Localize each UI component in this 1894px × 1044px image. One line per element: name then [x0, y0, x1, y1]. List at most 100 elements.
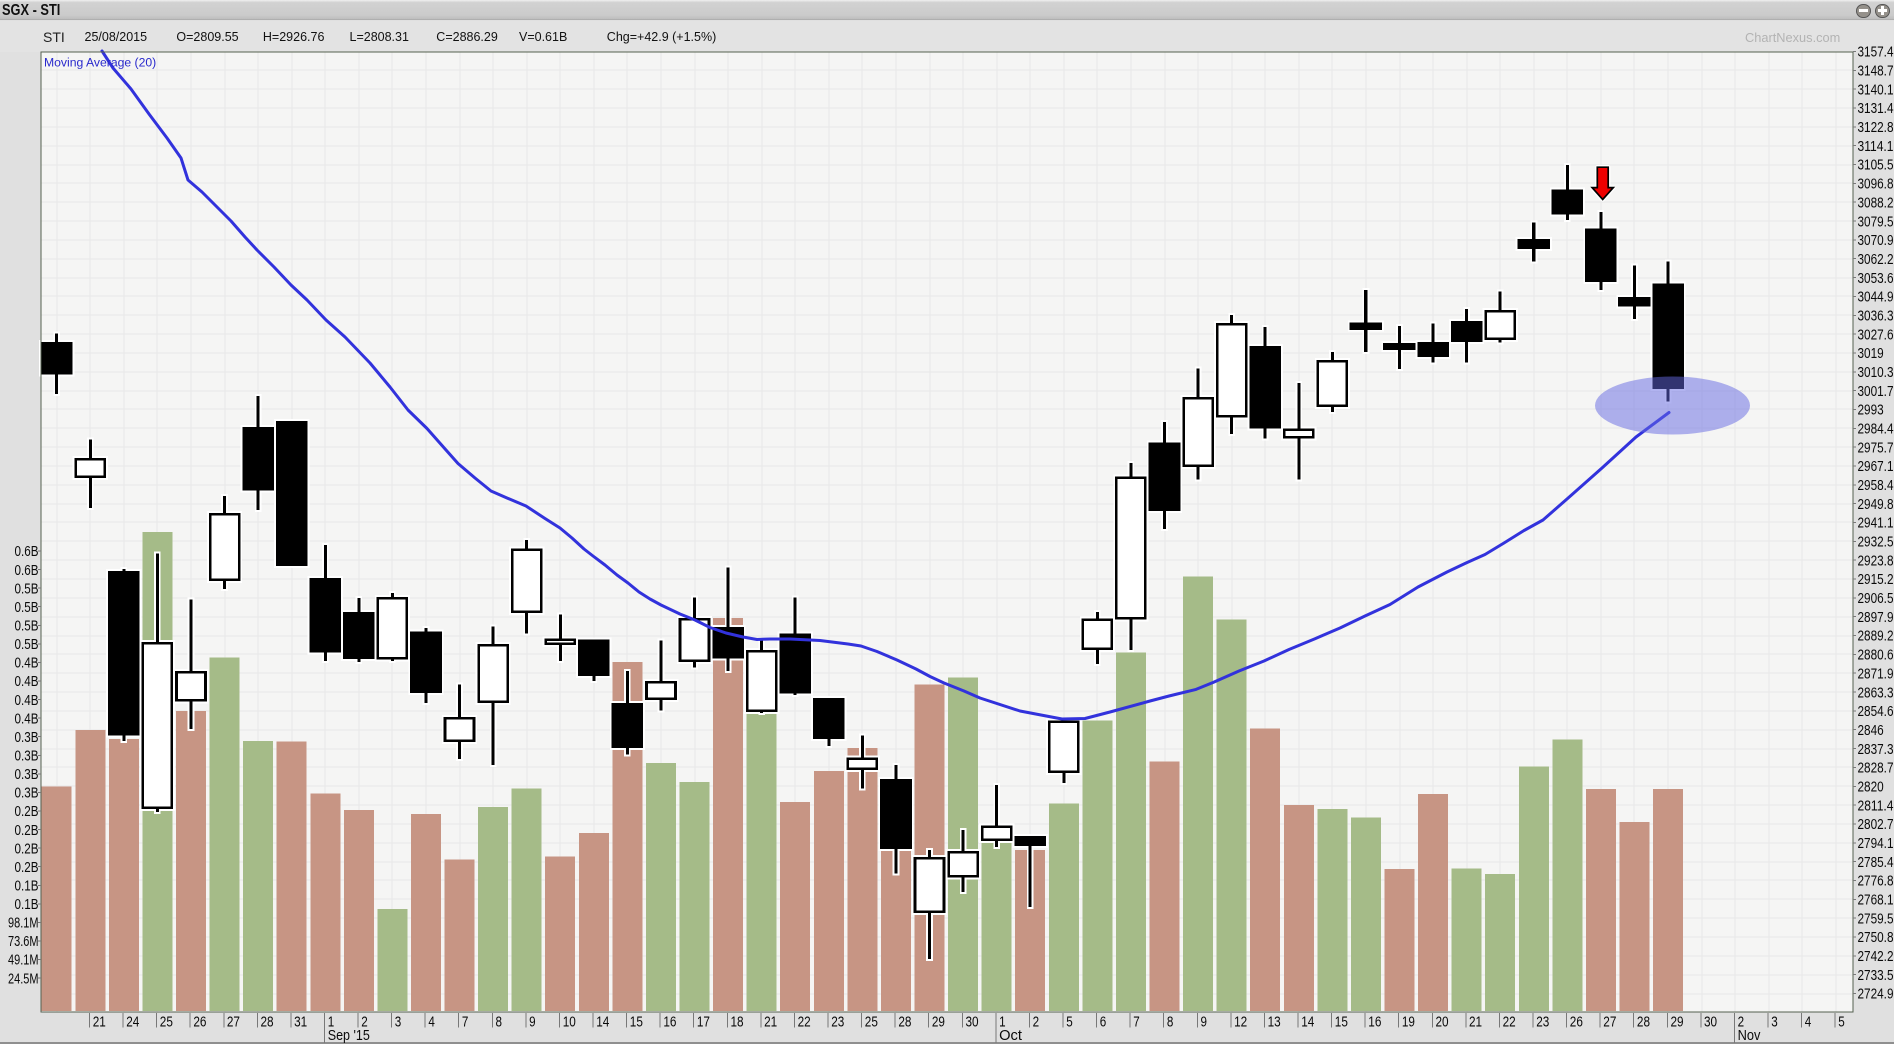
svg-text:2750.8: 2750.8: [1858, 930, 1894, 946]
svg-text:18: 18: [731, 1015, 744, 1031]
svg-text:0.2B: 0.2B: [15, 841, 39, 857]
svg-text:2776.8: 2776.8: [1858, 874, 1894, 890]
svg-text:2: 2: [361, 1015, 368, 1031]
svg-text:2846: 2846: [1858, 723, 1884, 739]
svg-text:0.1B: 0.1B: [15, 879, 39, 895]
svg-text:73.6M: 73.6M: [8, 934, 39, 950]
svg-text:5: 5: [1838, 1015, 1845, 1031]
svg-text:2794.1: 2794.1: [1858, 836, 1894, 852]
svg-text:7: 7: [462, 1015, 469, 1031]
svg-text:2915.2: 2915.2: [1858, 572, 1894, 588]
svg-text:3027.6: 3027.6: [1858, 327, 1894, 343]
svg-text:2854.6: 2854.6: [1858, 704, 1894, 720]
svg-text:3: 3: [1771, 1015, 1778, 1031]
svg-text:ChartNexus.com: ChartNexus.com: [1745, 30, 1840, 45]
svg-text:25: 25: [865, 1015, 878, 1031]
svg-text:27: 27: [1603, 1015, 1616, 1031]
svg-text:8: 8: [496, 1015, 503, 1031]
svg-text:28: 28: [1637, 1015, 1650, 1031]
svg-text:3122.8: 3122.8: [1858, 120, 1894, 136]
svg-text:2: 2: [1738, 1015, 1745, 1031]
svg-text:0.1B: 0.1B: [15, 897, 39, 913]
svg-text:2820: 2820: [1858, 780, 1884, 796]
svg-text:2768.1: 2768.1: [1858, 893, 1894, 909]
svg-text:3053.6: 3053.6: [1858, 271, 1894, 287]
svg-text:5: 5: [1066, 1015, 1073, 1031]
svg-text:26: 26: [1570, 1015, 1583, 1031]
svg-text:3036.3: 3036.3: [1858, 309, 1894, 325]
svg-text:2993: 2993: [1858, 403, 1884, 419]
svg-text:26: 26: [193, 1015, 206, 1031]
svg-text:31: 31: [294, 1015, 307, 1031]
svg-text:2967.1: 2967.1: [1858, 459, 1894, 475]
svg-text:3157.4: 3157.4: [1858, 45, 1894, 61]
svg-text:Oct: Oct: [999, 1028, 1022, 1044]
svg-text:3062.2: 3062.2: [1858, 252, 1894, 268]
svg-text:0.3B: 0.3B: [15, 749, 39, 765]
svg-text:3148.7: 3148.7: [1858, 64, 1894, 80]
svg-text:4: 4: [1805, 1015, 1812, 1031]
svg-text:2802.7: 2802.7: [1858, 817, 1894, 833]
svg-text:21: 21: [93, 1015, 106, 1031]
svg-text:3105.5: 3105.5: [1858, 158, 1894, 174]
svg-text:Moving Average (20): Moving Average (20): [44, 56, 156, 70]
svg-text:2785.4: 2785.4: [1858, 855, 1894, 871]
svg-text:2880.6: 2880.6: [1858, 648, 1894, 664]
svg-text:0.4B: 0.4B: [15, 674, 39, 690]
svg-text:3010.3: 3010.3: [1858, 365, 1894, 381]
svg-text:0.4B: 0.4B: [15, 656, 39, 672]
svg-text:2837.3: 2837.3: [1858, 742, 1894, 758]
svg-text:2828.7: 2828.7: [1858, 761, 1894, 777]
svg-text:2733.5: 2733.5: [1858, 968, 1894, 984]
svg-text:22: 22: [798, 1015, 811, 1031]
svg-text:4: 4: [428, 1015, 435, 1031]
svg-text:15: 15: [630, 1015, 643, 1031]
svg-text:0.2B: 0.2B: [15, 804, 39, 820]
svg-text:3: 3: [395, 1015, 402, 1031]
svg-text:Sep '15: Sep '15: [328, 1028, 370, 1044]
svg-text:0.6B: 0.6B: [15, 544, 39, 560]
svg-text:19: 19: [1402, 1015, 1415, 1031]
svg-text:25: 25: [160, 1015, 173, 1031]
svg-text:9: 9: [1201, 1015, 1208, 1031]
svg-text:2975.7: 2975.7: [1858, 440, 1894, 456]
svg-text:2984.4: 2984.4: [1858, 422, 1894, 438]
svg-text:3044.9: 3044.9: [1858, 290, 1894, 306]
svg-text:15: 15: [1335, 1015, 1348, 1031]
svg-text:23: 23: [831, 1015, 844, 1031]
svg-text:3140.1: 3140.1: [1858, 82, 1894, 98]
svg-text:2863.3: 2863.3: [1858, 685, 1894, 701]
svg-text:13: 13: [1268, 1015, 1281, 1031]
svg-text:2: 2: [1033, 1015, 1040, 1031]
svg-text:0.6B: 0.6B: [15, 563, 39, 579]
svg-text:29: 29: [1671, 1015, 1684, 1031]
svg-text:14: 14: [1301, 1015, 1314, 1031]
svg-text:3079.5: 3079.5: [1858, 214, 1894, 230]
svg-text:30: 30: [1704, 1015, 1717, 1031]
svg-text:2897.9: 2897.9: [1858, 610, 1894, 626]
svg-text:0.5B: 0.5B: [15, 619, 39, 635]
svg-text:16: 16: [663, 1015, 676, 1031]
svg-text:2941.1: 2941.1: [1858, 516, 1894, 532]
svg-text:3131.4: 3131.4: [1858, 101, 1894, 117]
svg-text:2742.2: 2742.2: [1858, 949, 1894, 965]
svg-text:3019: 3019: [1858, 346, 1884, 362]
svg-text:2871.9: 2871.9: [1858, 666, 1894, 682]
svg-text:22: 22: [1503, 1015, 1516, 1031]
svg-text:20: 20: [1436, 1015, 1449, 1031]
svg-text:0.4B: 0.4B: [15, 693, 39, 709]
svg-text:0.2B: 0.2B: [15, 860, 39, 876]
svg-text:29: 29: [932, 1015, 945, 1031]
svg-text:9: 9: [529, 1015, 536, 1031]
svg-text:2949.8: 2949.8: [1858, 497, 1894, 513]
svg-text:Nov: Nov: [1738, 1028, 1761, 1044]
svg-text:14: 14: [596, 1015, 609, 1031]
svg-text:21: 21: [1469, 1015, 1482, 1031]
svg-text:12: 12: [1234, 1015, 1247, 1031]
svg-text:10: 10: [563, 1015, 576, 1031]
svg-text:49.1M: 49.1M: [8, 953, 39, 969]
svg-text:0.5B: 0.5B: [15, 637, 39, 653]
svg-text:2759.5: 2759.5: [1858, 911, 1894, 927]
svg-text:3096.8: 3096.8: [1858, 177, 1894, 193]
svg-text:0.4B: 0.4B: [15, 711, 39, 727]
